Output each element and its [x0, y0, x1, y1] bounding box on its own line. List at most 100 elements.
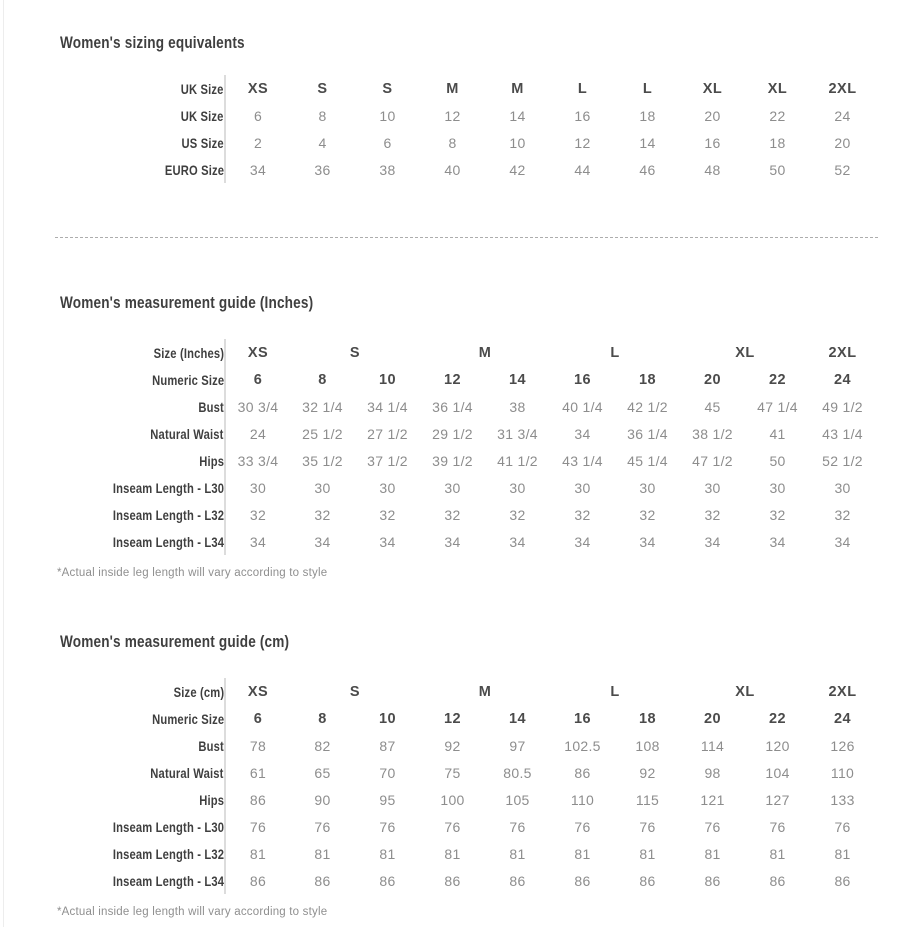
cell-value: 30: [314, 479, 331, 496]
row-label-text: Numeric Size: [151, 710, 224, 727]
section-title: Women's measurement guide (Inches): [60, 293, 916, 313]
cell-value: 6: [253, 710, 263, 727]
cell-value: 110: [830, 764, 855, 781]
table-row: Inseam Length - L32 81 81 81 81 81 81 81 81 81 81: [60, 840, 875, 867]
inches-measurement-table: Size (Inches) XS S M L XL 2XL Numeric Size 6 8 10 1…: [60, 339, 875, 555]
cell-value: 30: [574, 479, 591, 496]
cell-value: 81: [249, 845, 267, 862]
measurement-guide-cm-section: Women's measurement guide (cm) Size (cm)…: [57, 632, 916, 918]
cell-value: 36: [314, 161, 331, 178]
cell-value: 12: [574, 134, 591, 151]
cell-value: 14: [509, 107, 526, 124]
cell-value: 42: [509, 161, 526, 178]
section-title-text: Women's sizing equivalents: [60, 33, 245, 52]
row-label: Numeric Size: [60, 705, 226, 732]
cell-value: 20: [704, 107, 721, 124]
row-label: Inseam Length - L30: [60, 474, 226, 501]
table-row: US Size 2 4 6 8 10 12 14 16 18 20: [60, 129, 875, 156]
table-row: Natural Waist 61 65 70 75 80.5 86 92 98 104 110: [60, 759, 875, 786]
cell-value: 31 3/4: [497, 425, 538, 442]
table-row: Inseam Length - L30 76 76 76 76 76 76 76 76 76 76: [60, 813, 875, 840]
cell-value: XS: [247, 80, 269, 97]
cell-value: 49 1/2: [822, 398, 863, 415]
cell-value: 76: [249, 818, 267, 835]
cell-value: 114: [700, 737, 725, 754]
cell-value: 81: [704, 845, 721, 862]
cell-value: 30: [379, 479, 396, 496]
cell-value: 6: [383, 134, 392, 151]
cell-value: 76: [509, 818, 526, 835]
cell-value: 16: [574, 107, 591, 124]
cell-value: 86: [834, 872, 851, 889]
cell-value: 52 1/2: [822, 452, 863, 469]
cell-value: 38 1/2: [692, 425, 733, 442]
row-label: Inseam Length - L34: [60, 528, 226, 555]
cell-value: 61: [249, 764, 267, 781]
cell-value: 121: [700, 791, 725, 808]
cell-value: 95: [379, 791, 396, 808]
cell-value: 32: [314, 506, 331, 523]
cell-value: 14: [508, 371, 527, 388]
cell-value: 2XL: [828, 80, 857, 97]
inseam-footnote: *Actual inside leg length will vary acco…: [57, 567, 328, 579]
section-title: Women's sizing equivalents: [60, 33, 916, 53]
cell-value: 30: [769, 479, 786, 496]
table-row: Bust 78 82 87 92 97 102.5 108 114 120 126: [60, 732, 875, 759]
cell-value: 120: [765, 737, 790, 754]
cell-value: 22: [768, 710, 787, 727]
size-group-label: 2XL: [828, 344, 857, 361]
cell-value: 40: [444, 161, 461, 178]
cell-value: 40 1/4: [562, 398, 603, 415]
row-label-text: EURO Size: [164, 161, 224, 178]
row-label-text: UK Size: [181, 107, 224, 124]
cell-value: 32: [704, 506, 721, 523]
size-group-header-row: Size (Inches) XS S M L XL 2XL: [60, 339, 875, 366]
cell-value: 110: [570, 791, 595, 808]
row-label-text: Numeric Size: [151, 371, 224, 388]
row-label: UK Size: [60, 102, 226, 129]
row-label: Inseam Length - L30: [60, 813, 226, 840]
cell-value: 32 1/4: [302, 398, 343, 415]
cell-value: 82: [314, 737, 331, 754]
cell-value: 86: [444, 872, 461, 889]
table-row: Hips 33 3/4 35 1/2 37 1/2 39 1/2 41 1/2 43 1/4…: [60, 447, 875, 474]
row-label-text: UK Size: [181, 80, 224, 97]
cell-value: 8: [318, 107, 327, 124]
cell-value: 127: [765, 791, 790, 808]
cell-value: 81: [444, 845, 461, 862]
cell-value: 78: [249, 737, 267, 754]
size-group-label: S: [349, 683, 361, 700]
row-label: Bust: [60, 732, 226, 759]
cell-value: S: [317, 80, 328, 97]
row-label: Numeric Size: [60, 366, 226, 393]
cell-value: 44: [574, 161, 591, 178]
cell-value: 30: [249, 479, 267, 496]
cell-value: 133: [830, 791, 855, 808]
cell-value: 86: [509, 872, 526, 889]
cell-value: 86: [249, 872, 267, 889]
size-group-label: L: [610, 344, 620, 361]
cell-value: 30: [704, 479, 721, 496]
row-label: EURO Size: [60, 156, 226, 183]
cell-value: 18: [638, 371, 657, 388]
cell-value: 32: [444, 506, 461, 523]
cell-value: 48: [704, 161, 721, 178]
cell-value: 34: [639, 533, 656, 550]
cell-value: M: [511, 80, 524, 97]
cell-value: 39 1/2: [432, 452, 473, 469]
cell-value: 86: [639, 872, 656, 889]
measurement-guide-inches-section: Women's measurement guide (Inches) Size …: [57, 293, 916, 579]
cell-value: 45 1/4: [627, 452, 668, 469]
cell-value: 27 1/2: [367, 425, 408, 442]
cell-value: 98: [704, 764, 721, 781]
cell-value: 30: [509, 479, 526, 496]
cell-value: 81: [639, 845, 656, 862]
cell-value: 81: [314, 845, 331, 862]
row-label-text: Inseam Length - L30: [112, 479, 224, 496]
row-label-text: Natural Waist: [150, 425, 224, 442]
cell-value: 86: [574, 764, 591, 781]
table-row: EURO Size 34 36 38 40 42 44 46 48 50 52: [60, 156, 875, 183]
cell-value: 24: [833, 710, 852, 727]
cell-value: 20: [703, 371, 722, 388]
